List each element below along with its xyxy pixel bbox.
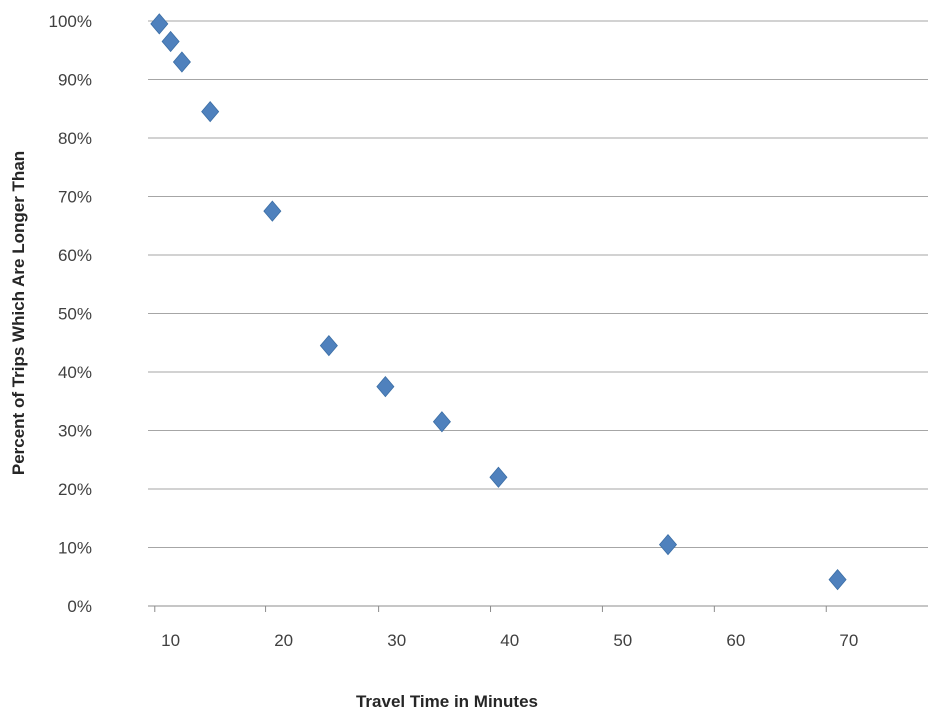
data-point bbox=[201, 101, 220, 123]
x-tick-label: 50 bbox=[613, 631, 632, 650]
y-tick-label: 80% bbox=[58, 129, 92, 148]
x-tick-label: 70 bbox=[839, 631, 858, 650]
data-point bbox=[150, 13, 169, 35]
y-tick-label: 0% bbox=[67, 597, 92, 616]
gridlines bbox=[148, 20, 928, 548]
data-point bbox=[489, 466, 508, 488]
data-point bbox=[658, 533, 678, 556]
y-tick-label: 60% bbox=[58, 246, 92, 265]
y-axis-title: Percent of Trips Which Are Longer Than bbox=[9, 151, 28, 475]
x-tick-label: 60 bbox=[726, 631, 745, 650]
y-tick-label: 70% bbox=[58, 188, 92, 207]
data-point bbox=[828, 569, 847, 591]
data-point bbox=[172, 51, 191, 73]
x-tick-label: 40 bbox=[500, 631, 519, 650]
y-tick-label: 30% bbox=[58, 422, 92, 441]
x-tick-label: 10 bbox=[161, 631, 180, 650]
data-point bbox=[376, 376, 395, 398]
y-tick-label: 20% bbox=[58, 480, 92, 499]
data-points bbox=[150, 13, 847, 591]
x-tick-label: 30 bbox=[387, 631, 406, 650]
data-point bbox=[161, 30, 180, 53]
x-axis-title: Travel Time in Minutes bbox=[356, 692, 538, 711]
tick-labels: 0% 10% 20% 30% 40% 50% 60% 70% 80% 90% 100% 10 20 30 4… bbox=[49, 12, 859, 650]
y-tick-label: 90% bbox=[58, 71, 92, 90]
data-point bbox=[319, 335, 338, 357]
x-tick-label: 20 bbox=[274, 631, 293, 650]
data-point bbox=[432, 411, 451, 433]
axes bbox=[148, 605, 928, 612]
data-point bbox=[263, 200, 282, 222]
y-tick-label: 10% bbox=[58, 539, 92, 558]
y-tick-label: 100% bbox=[49, 12, 92, 31]
y-tick-label: 40% bbox=[58, 363, 92, 382]
y-tick-label: 50% bbox=[58, 305, 92, 324]
